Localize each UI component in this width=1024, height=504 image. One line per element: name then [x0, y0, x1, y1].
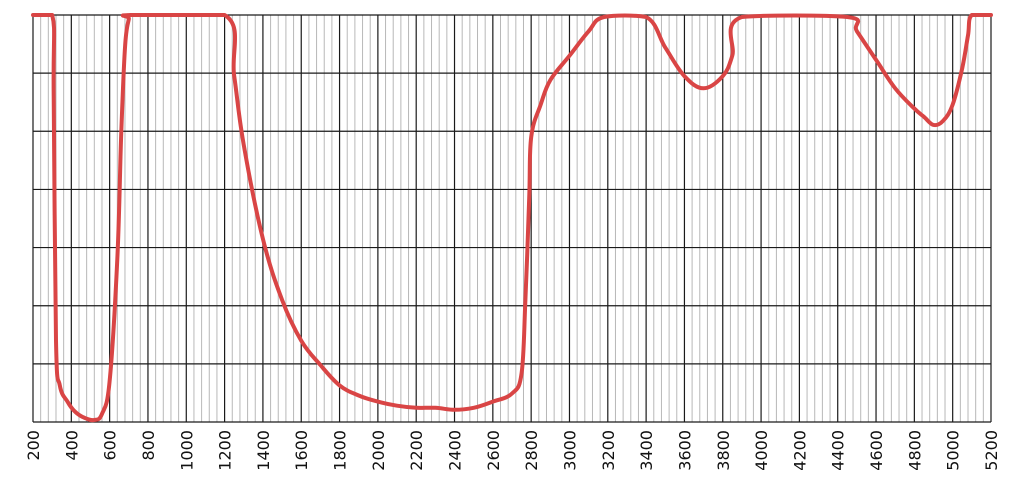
- x-tick-label: 1800: [331, 430, 350, 471]
- x-tick-label: 800: [139, 430, 158, 461]
- x-tick-label: 4000: [752, 430, 771, 471]
- x-tick-label: 4200: [790, 430, 809, 471]
- x-tick-label: 5200: [982, 430, 1001, 471]
- x-tick-label: 2800: [522, 430, 541, 471]
- x-tick-label: 2400: [446, 430, 465, 471]
- x-tick-label: 1600: [292, 430, 311, 471]
- x-tick-label: 1200: [216, 430, 235, 471]
- x-tick-label: 1000: [177, 430, 196, 471]
- x-tick-label: 4800: [905, 430, 924, 471]
- series-line: [31, 12, 993, 423]
- x-tick-label: 600: [101, 430, 120, 461]
- x-tick-label: 4600: [867, 430, 886, 471]
- x-tick-label: 2200: [407, 430, 426, 471]
- x-tick-label: 3800: [714, 430, 733, 471]
- x-tick-label: 3200: [599, 430, 618, 471]
- x-tick-label: 5000: [944, 430, 963, 471]
- x-tick-label: 1400: [254, 430, 273, 471]
- x-tick-label: 200: [24, 430, 43, 461]
- x-tick-label: 3600: [675, 430, 694, 471]
- x-tick-label: 400: [62, 430, 81, 461]
- x-axis-tick-labels: 200 400 600 800 1000 1200 1400 1600 1800 2000 2200…: [24, 430, 1001, 471]
- x-tick-label: 2000: [369, 430, 388, 471]
- x-tick-label: 4400: [829, 430, 848, 471]
- x-tick-label: 3000: [560, 430, 579, 471]
- x-tick-label: 2600: [484, 430, 503, 471]
- minor-grid: [40, 15, 984, 422]
- x-tick-label: 3400: [637, 430, 656, 471]
- plot-background: [33, 15, 991, 422]
- plot-area: [31, 12, 993, 423]
